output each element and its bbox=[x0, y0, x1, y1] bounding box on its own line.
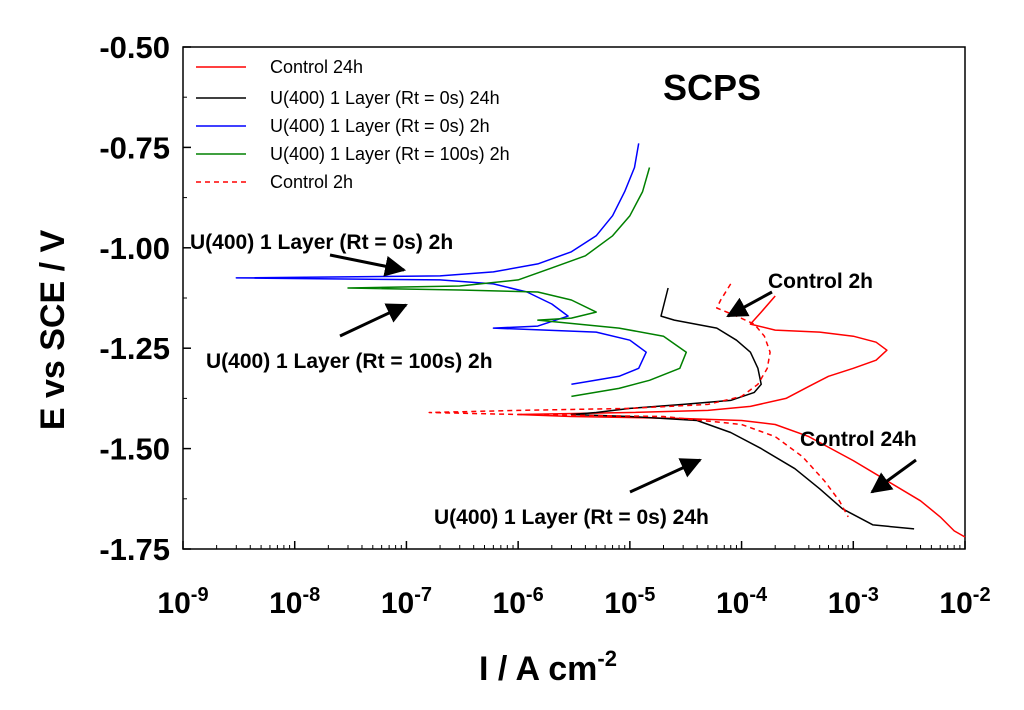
legend: Control 24h U(400) 1 Layer (Rt = 0s) 24h… bbox=[196, 57, 510, 192]
series-line-0 bbox=[517, 295, 966, 538]
legend-label-rt100-2h: U(400) 1 Layer (Rt = 100s) 2h bbox=[270, 144, 510, 164]
series-line-2 bbox=[235, 143, 647, 386]
x-axis-label-main: I / A cm bbox=[479, 650, 597, 688]
x-tick-label: 10-7 bbox=[381, 584, 432, 620]
legend-label-rt0-24h: U(400) 1 Layer (Rt = 0s) 24h bbox=[270, 88, 500, 108]
legend-label-control-24h: Control 24h bbox=[270, 57, 363, 77]
x-tick-label: 10-3 bbox=[828, 584, 879, 620]
chart-title: SCPS bbox=[663, 67, 761, 108]
y-tick-label: -0.75 bbox=[99, 130, 170, 165]
y-axis-label: E vs SCE / V bbox=[34, 230, 72, 431]
legend-label-control-2h: Control 2h bbox=[270, 172, 353, 192]
y-axis-ticks: -0.50 -0.75 -1.00 -1.25 -1.50 -1.75 bbox=[99, 30, 191, 567]
x-tick-label: 10-8 bbox=[269, 584, 320, 620]
series-line-3 bbox=[347, 167, 688, 398]
x-tick-label: 10-9 bbox=[157, 584, 208, 620]
annotation-control-24h: Control 24h bbox=[800, 428, 917, 451]
y-tick-label: -1.50 bbox=[99, 432, 170, 467]
y-tick-label: -0.50 bbox=[99, 30, 170, 65]
y-tick-label: -1.25 bbox=[99, 331, 170, 366]
annotation-arrow-rt100-2h bbox=[339, 303, 408, 338]
y-tick-label: -1.75 bbox=[99, 532, 170, 567]
annotation-arrow-rt0-24h bbox=[629, 458, 702, 494]
annotation-arrow-control-24h bbox=[870, 458, 917, 494]
series-line-1 bbox=[570, 287, 915, 530]
x-tick-label: 10-6 bbox=[493, 584, 544, 620]
annotation-control-2h: Control 2h bbox=[768, 270, 873, 293]
series-line-4 bbox=[428, 283, 849, 518]
x-tick-label: 10-5 bbox=[604, 584, 655, 620]
annotation-arrow-control-2h bbox=[726, 290, 773, 318]
annotations: U(400) 1 Layer (Rt = 0s) 2h U(400) 1 Lay… bbox=[190, 231, 917, 529]
annotation-arrow-rt0-2h bbox=[329, 253, 407, 277]
legend-label-rt0-2h: U(400) 1 Layer (Rt = 0s) 2h bbox=[270, 116, 490, 136]
y-tick-label: -1.00 bbox=[99, 231, 170, 266]
x-tick-label: 10-4 bbox=[716, 584, 768, 620]
annotation-rt0-24h: U(400) 1 Layer (Rt = 0s) 24h bbox=[434, 506, 709, 529]
series-layer bbox=[235, 143, 966, 538]
annotation-rt100-2h: U(400) 1 Layer (Rt = 100s) 2h bbox=[206, 350, 493, 373]
x-axis-ticks: 10-9 10-8 10-7 10-6 10-5 10-4 10-3 10-2 bbox=[157, 541, 991, 620]
annotation-rt0-2h: U(400) 1 Layer (Rt = 0s) 2h bbox=[190, 231, 453, 254]
x-axis-label: I / A cm-2 bbox=[479, 646, 617, 688]
x-tick-label: 10-2 bbox=[939, 584, 990, 620]
x-axis-label-exponent: -2 bbox=[597, 646, 617, 671]
